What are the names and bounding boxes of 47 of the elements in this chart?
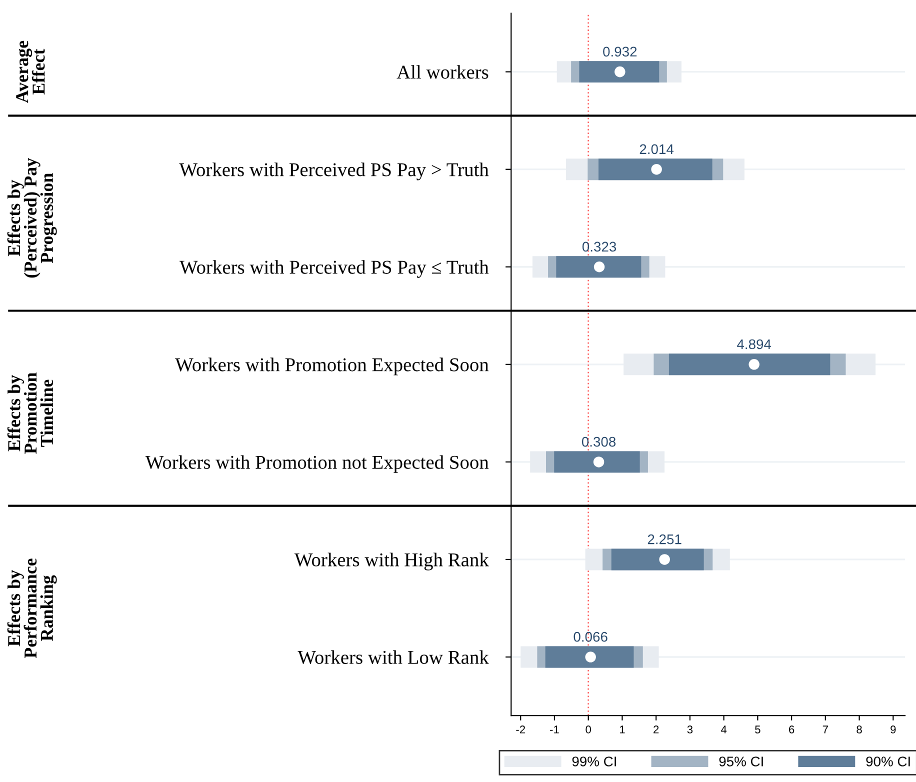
text: Effects by Promotion Timeline bbox=[7, 372, 54, 454]
bar bbox=[545, 646, 634, 668]
text: Average Effect bbox=[16, 40, 45, 104]
data-label: 0.308 bbox=[582, 436, 616, 447]
point bbox=[748, 359, 760, 370]
point bbox=[585, 652, 596, 662]
y-tick-label: All workers bbox=[396, 65, 488, 79]
point bbox=[659, 554, 670, 565]
x-tick-label: 9 bbox=[890, 726, 896, 734]
legend-label: 90% CI bbox=[866, 756, 910, 766]
point bbox=[594, 262, 605, 272]
bar bbox=[579, 61, 660, 83]
x-tick-label: -1 bbox=[550, 726, 559, 734]
data-label: 0.066 bbox=[574, 632, 608, 642]
legend-label: 95% CI bbox=[719, 756, 763, 766]
x-tick-label: 1 bbox=[620, 726, 625, 734]
x-tick-label: 7 bbox=[822, 726, 828, 734]
y-tick-label: Workers with High Rank bbox=[294, 552, 489, 570]
data-label: 2.251 bbox=[648, 534, 682, 544]
text: Effects by Performance Ranking bbox=[7, 558, 57, 658]
y-tick-label: Workers with Promotion not Expected Soon bbox=[145, 455, 489, 473]
bar bbox=[598, 158, 712, 180]
data-label: 4.894 bbox=[737, 339, 772, 350]
text: Effects by (Perceived) Pay Progression bbox=[7, 158, 57, 278]
data-label: 0.323 bbox=[582, 242, 616, 252]
x-tick-label: 3 bbox=[687, 726, 693, 734]
legend-label: 99% CI bbox=[572, 756, 616, 766]
x-tick-label: 0 bbox=[586, 726, 591, 734]
x-tick-label: 6 bbox=[789, 726, 794, 734]
x-tick-label: 5 bbox=[755, 726, 760, 734]
data-label: 0.932 bbox=[603, 46, 637, 57]
bar bbox=[556, 256, 642, 278]
x-tick-label: 2 bbox=[654, 726, 659, 734]
data-label: 2.014 bbox=[640, 144, 674, 154]
bar bbox=[668, 354, 830, 376]
y-tick-label: Workers with Low Rank bbox=[298, 650, 489, 664]
bar bbox=[554, 451, 640, 473]
point bbox=[593, 456, 604, 468]
y-tick-label: Workers with Perceived PS Pay ≤ Truth bbox=[179, 260, 489, 278]
point bbox=[614, 66, 626, 78]
bar bbox=[611, 548, 704, 570]
x-tick-label: 8 bbox=[856, 726, 862, 734]
y-tick-label: Workers with Promotion Expected Soon bbox=[175, 358, 489, 376]
x-tick-label: -2 bbox=[516, 726, 525, 734]
y-tick-label: Workers with Perceived PS Pay > Truth bbox=[179, 162, 489, 180]
point bbox=[651, 164, 662, 175]
x-tick-label: 4 bbox=[720, 726, 727, 734]
